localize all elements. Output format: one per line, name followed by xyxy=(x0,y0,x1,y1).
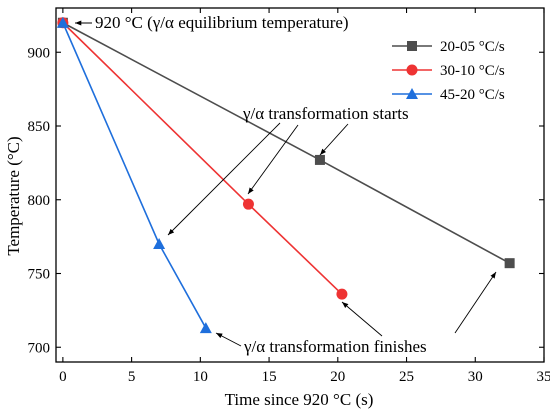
x-tick-label-3: 15 xyxy=(262,369,277,385)
legend-entry-3: 45-20 °C/s xyxy=(392,87,505,103)
series-1-point-2 xyxy=(314,154,325,165)
legend-marker-3 xyxy=(406,88,418,99)
y-tick-label-3: 850 xyxy=(28,119,51,135)
arrow-finish-series3 xyxy=(215,332,242,347)
annotation-transformation-starts: γ/α transformation starts xyxy=(242,104,409,123)
legend-marker-2 xyxy=(406,64,418,76)
series-1-point-3 xyxy=(504,258,515,269)
x-tick-label-2: 10 xyxy=(193,369,208,385)
x-axis-title: Time since 920 °C (s) xyxy=(225,390,374,409)
series-3-point-1 xyxy=(56,16,69,28)
arrow-start-series3 xyxy=(167,122,281,236)
legend: 20-05 °C/s 30-10 °C/s 45-20 °C/s xyxy=(392,39,505,103)
y-tick-label-2: 800 xyxy=(28,193,51,209)
y-tick-label-0: 700 xyxy=(28,340,51,356)
annotation-arrows xyxy=(75,20,497,347)
arrow-start-series1 xyxy=(319,123,349,156)
arrow-finish-series1 xyxy=(454,271,497,334)
series-line-1 xyxy=(62,22,511,264)
series-2-point-2 xyxy=(242,198,254,210)
arrow-start-series2 xyxy=(247,124,299,195)
legend-marker-1 xyxy=(407,41,417,51)
x-tick-label-5: 25 xyxy=(399,369,414,385)
series-line-3 xyxy=(62,22,207,329)
plot-frame xyxy=(55,7,545,363)
y-tick-label-1: 750 xyxy=(28,267,51,283)
series-2-point-3 xyxy=(336,288,348,300)
legend-entry-1: 20-05 °C/s xyxy=(392,39,505,55)
arrow-finish-series2 xyxy=(341,301,383,337)
x-tick-label-7: 35 xyxy=(537,369,550,385)
legend-label-1: 20-05 °C/s xyxy=(440,39,505,55)
x-tick-label-6: 30 xyxy=(468,369,483,385)
series-line-2 xyxy=(62,22,343,295)
y-axis-title: Temperature (°C) xyxy=(4,136,23,255)
legend-entry-2: 30-10 °C/s xyxy=(392,63,505,79)
x-tick-label-4: 20 xyxy=(330,369,345,385)
x-tick-label-0: 0 xyxy=(59,369,67,385)
annotation-transformation-finishes: γ/α transformation finishes xyxy=(243,337,427,356)
legend-label-3: 45-20 °C/s xyxy=(440,87,505,103)
series-3-point-3 xyxy=(199,322,212,334)
y-tick-label-4: 900 xyxy=(28,45,51,61)
annotation-equilibrium: 920 °C (γ/α equilibrium temperature) xyxy=(95,13,349,32)
legend-label-2: 30-10 °C/s xyxy=(440,63,505,79)
series-3-point-2 xyxy=(153,238,166,249)
x-tick-label-1: 5 xyxy=(128,369,136,385)
